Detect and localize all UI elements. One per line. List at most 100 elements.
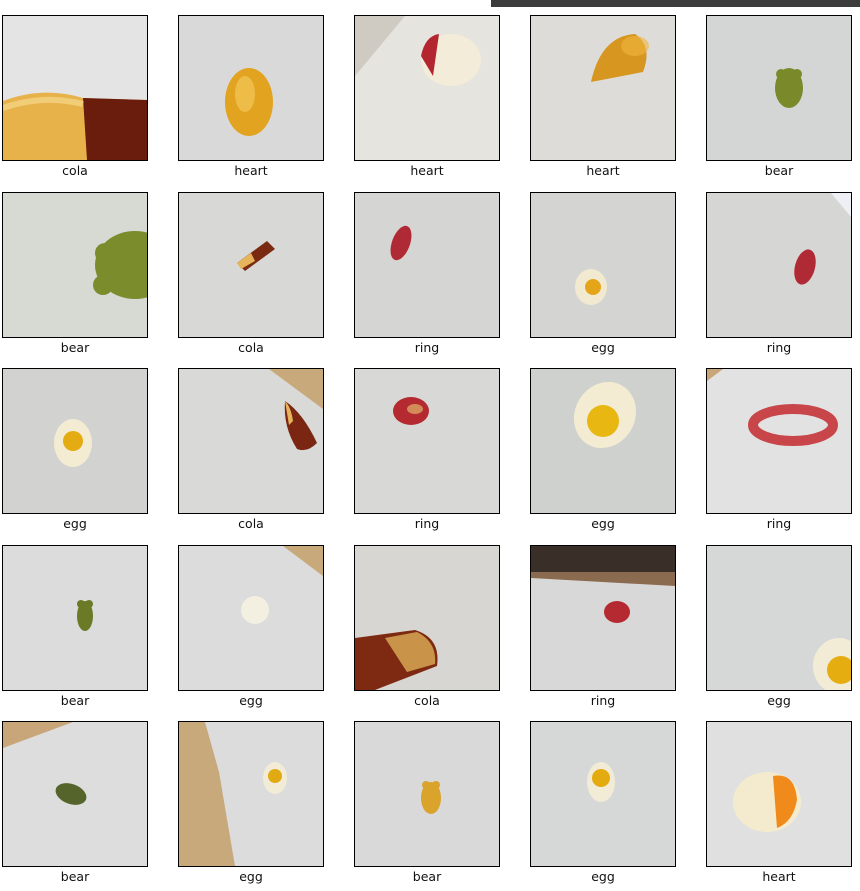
candy-photo xyxy=(354,15,500,161)
image-label: ring xyxy=(766,340,792,355)
image-label: egg xyxy=(63,516,87,531)
image-label: heart xyxy=(410,163,444,178)
candy-photo xyxy=(706,721,852,867)
candy-photo xyxy=(354,368,500,514)
grid-cell: egg xyxy=(178,721,324,891)
candy-photo xyxy=(706,368,852,514)
candy-photo xyxy=(354,721,500,867)
grid-cell: bear xyxy=(2,192,148,362)
image-label: heart xyxy=(762,869,796,884)
image-label: ring xyxy=(414,340,440,355)
candy-photo xyxy=(178,368,324,514)
candy-photo-drawing xyxy=(707,16,851,160)
candy-photo xyxy=(178,721,324,867)
candy-photo-drawing xyxy=(355,193,499,337)
grid-cell: heart xyxy=(178,15,324,185)
grid-cell: ring xyxy=(706,192,852,362)
candy-photo xyxy=(2,368,148,514)
image-label: bear xyxy=(764,163,794,178)
candy-photo-drawing xyxy=(179,722,323,866)
candy-photo-drawing xyxy=(355,369,499,513)
candy-photo xyxy=(706,545,852,691)
image-label: cola xyxy=(238,516,264,531)
image-label: ring xyxy=(590,693,616,708)
image-label: bear xyxy=(412,869,442,884)
image-label: bear xyxy=(60,869,90,884)
candy-photo xyxy=(530,192,676,338)
grid-cell: heart xyxy=(530,15,676,185)
candy-photo-drawing xyxy=(355,722,499,866)
candy-photo-drawing xyxy=(3,369,147,513)
image-label: ring xyxy=(414,516,440,531)
image-label: cola xyxy=(62,163,88,178)
grid-cell: egg xyxy=(2,368,148,538)
grid-cell: egg xyxy=(530,721,676,891)
image-label: egg xyxy=(239,693,263,708)
image-label: bear xyxy=(60,340,90,355)
candy-photo-drawing xyxy=(531,193,675,337)
candy-photo-drawing xyxy=(3,546,147,690)
candy-photo-drawing xyxy=(179,16,323,160)
grid-cell: egg xyxy=(530,192,676,362)
candy-photo-drawing xyxy=(531,546,675,690)
candy-photo-drawing xyxy=(531,16,675,160)
grid-cell: ring xyxy=(530,545,676,715)
candy-photo-drawing xyxy=(3,16,147,160)
image-label: egg xyxy=(591,869,615,884)
grid-cell: cola xyxy=(2,15,148,185)
grid-cell: cola xyxy=(178,192,324,362)
candy-photo-drawing xyxy=(179,369,323,513)
grid-cell: ring xyxy=(706,368,852,538)
grid-cell: egg xyxy=(530,368,676,538)
candy-photo xyxy=(354,545,500,691)
grid-cell: ring xyxy=(354,192,500,362)
image-label: egg xyxy=(767,693,791,708)
candy-photo-drawing xyxy=(531,369,675,513)
candy-photo-drawing xyxy=(707,722,851,866)
top-edge-bar xyxy=(491,0,860,7)
candy-photo xyxy=(178,15,324,161)
candy-photo xyxy=(2,15,148,161)
candy-photo xyxy=(354,192,500,338)
candy-photo-drawing xyxy=(355,16,499,160)
candy-photo-drawing xyxy=(707,369,851,513)
grid-cell: bear xyxy=(354,721,500,891)
candy-photo xyxy=(2,721,148,867)
candy-photo-drawing xyxy=(707,193,851,337)
candy-photo xyxy=(2,192,148,338)
candy-photo xyxy=(178,192,324,338)
candy-photo xyxy=(706,192,852,338)
candy-photo-drawing xyxy=(3,722,147,866)
candy-photo xyxy=(530,721,676,867)
grid-cell: egg xyxy=(706,545,852,715)
grid-cell: cola xyxy=(354,545,500,715)
grid-cell: ring xyxy=(354,368,500,538)
image-label: egg xyxy=(591,516,615,531)
candy-photo xyxy=(530,545,676,691)
grid-cell: bear xyxy=(2,545,148,715)
candy-photo-drawing xyxy=(531,722,675,866)
candy-photo xyxy=(530,368,676,514)
candy-photo-drawing xyxy=(3,193,147,337)
image-label: cola xyxy=(414,693,440,708)
grid-cell: bear xyxy=(2,721,148,891)
image-label: bear xyxy=(60,693,90,708)
image-label: egg xyxy=(591,340,615,355)
image-label: cola xyxy=(238,340,264,355)
candy-photo-drawing xyxy=(355,546,499,690)
image-label: ring xyxy=(766,516,792,531)
candy-photo xyxy=(178,545,324,691)
grid-cell: egg xyxy=(178,545,324,715)
candy-photo-drawing xyxy=(179,193,323,337)
candy-photo-drawing xyxy=(707,546,851,690)
image-label: heart xyxy=(234,163,268,178)
grid-cell: heart xyxy=(354,15,500,185)
image-label: egg xyxy=(239,869,263,884)
grid-cell: cola xyxy=(178,368,324,538)
candy-photo xyxy=(530,15,676,161)
candy-photo xyxy=(706,15,852,161)
candy-photo-drawing xyxy=(179,546,323,690)
grid-cell: heart xyxy=(706,721,852,891)
grid-cell: bear xyxy=(706,15,852,185)
candy-photo xyxy=(2,545,148,691)
